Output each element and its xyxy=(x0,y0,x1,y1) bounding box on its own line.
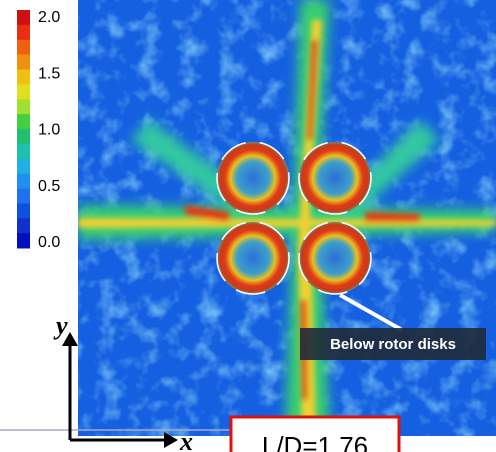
colorbar-step xyxy=(17,55,30,70)
colorbar-step xyxy=(17,129,30,144)
colorbar-step xyxy=(17,203,30,218)
colorbar-step xyxy=(17,233,30,248)
annotation: Below rotor disks xyxy=(330,336,456,353)
ratio-label: L/D=1.76 xyxy=(262,431,368,452)
colorbar-tick-label: 0.0 xyxy=(38,234,60,251)
colorbar-step xyxy=(17,159,30,174)
y-axis-label: y xyxy=(53,311,68,340)
colorbar-step xyxy=(17,189,30,204)
colorbar-tick-label: 1.5 xyxy=(38,65,60,82)
x-axis-label: x xyxy=(179,427,193,452)
colorbar-tick-label: 2.0 xyxy=(38,9,60,26)
colorbar-step xyxy=(17,70,30,85)
figure: Below rotor disks 2.0 1.5 1.0 0.5 0.0 y x L/… xyxy=(0,0,496,452)
colorbar-step xyxy=(17,40,30,55)
colorbar: 2.0 1.5 1.0 0.5 0.0 xyxy=(17,9,60,251)
colorbar-tick-label: 0.5 xyxy=(38,178,60,195)
colorbar-step xyxy=(17,218,30,233)
colorbar-step xyxy=(17,144,30,159)
colorbar-step xyxy=(17,84,30,99)
colorbar-tick-label: 1.0 xyxy=(38,122,60,139)
colorbar-step xyxy=(17,10,30,25)
colorbar-step xyxy=(17,174,30,189)
colorbar-step xyxy=(17,99,30,114)
colorbar-step xyxy=(17,25,30,40)
colorbar-step xyxy=(17,114,30,129)
flow-field: Below rotor disks xyxy=(78,0,496,436)
